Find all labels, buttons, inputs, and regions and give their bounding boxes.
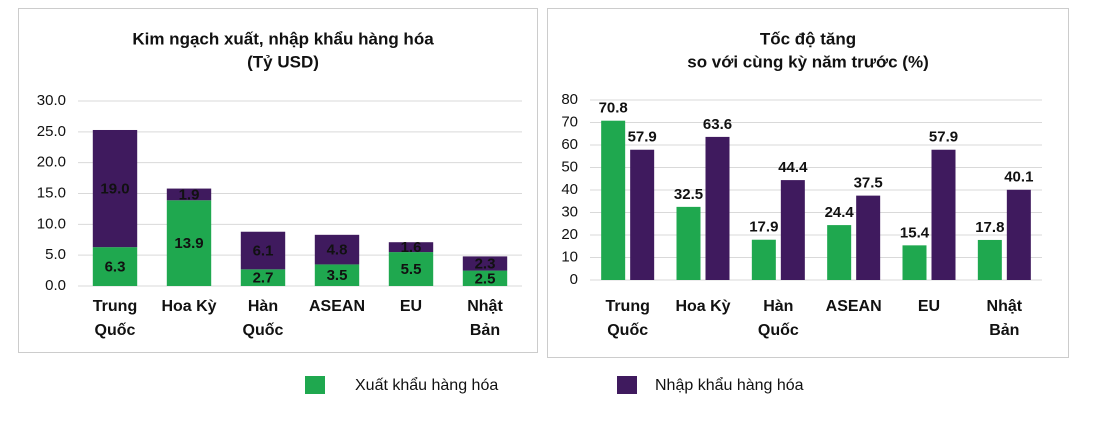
bar bbox=[630, 149, 655, 280]
bar-segment bbox=[388, 252, 434, 286]
data-label: 4.8 bbox=[327, 242, 348, 259]
y-tick-label: 80 bbox=[561, 91, 578, 108]
y-tick-label: 10.0 bbox=[37, 215, 66, 232]
chart-subtitle: (Tỷ USD) bbox=[247, 52, 319, 71]
x-tick-label: Hàn Quốc bbox=[243, 298, 284, 339]
bar-segment bbox=[314, 264, 360, 286]
legend-label: Nhập khẩu hàng hóa bbox=[655, 376, 804, 394]
bar bbox=[676, 206, 701, 280]
bar-segment bbox=[166, 200, 212, 286]
x-tick-label: ASEAN bbox=[309, 298, 365, 315]
bar-segment bbox=[314, 234, 360, 265]
bar bbox=[780, 180, 805, 280]
y-tick-label: 40 bbox=[561, 181, 578, 198]
chart-title: Kim ngạch xuất, nhập khẩu hàng hóa bbox=[132, 29, 434, 48]
data-label: 6.3 bbox=[105, 259, 126, 276]
data-label: 5.5 bbox=[401, 261, 422, 278]
x-tick-label: Nhật Bản bbox=[467, 298, 503, 339]
x-tick-label: Hoa Kỳ bbox=[675, 298, 730, 315]
data-label: 15.4 bbox=[900, 224, 930, 241]
data-label: 13.9 bbox=[174, 235, 203, 252]
y-tick-label: 20.0 bbox=[37, 154, 66, 171]
y-tick-label: 30 bbox=[561, 203, 578, 220]
data-label: 17.8 bbox=[975, 219, 1004, 236]
bar bbox=[856, 195, 881, 280]
data-label: 57.9 bbox=[628, 129, 657, 146]
data-label: 57.9 bbox=[929, 129, 958, 146]
y-tick-label: 30.0 bbox=[37, 92, 66, 109]
bar-segment bbox=[92, 129, 138, 248]
x-tick-label: Trung Quốc bbox=[93, 298, 137, 339]
bar bbox=[751, 239, 776, 280]
bar bbox=[1006, 189, 1031, 280]
y-tick-label: 0 bbox=[570, 271, 578, 288]
y-tick-label: 5.0 bbox=[45, 246, 66, 263]
y-tick-label: 15.0 bbox=[37, 184, 66, 201]
data-label: 37.5 bbox=[854, 175, 883, 192]
bar-segment bbox=[240, 269, 286, 286]
x-tick-label: ASEAN bbox=[826, 298, 882, 315]
chart-title: Tốc độ tăng bbox=[760, 29, 856, 48]
y-tick-label: 70 bbox=[561, 113, 578, 130]
y-tick-label: 10 bbox=[561, 248, 578, 265]
x-tick-label: Trung Quốc bbox=[605, 298, 649, 339]
data-label: 19.0 bbox=[100, 181, 129, 198]
x-tick-label: EU bbox=[400, 298, 422, 315]
bar-segment bbox=[92, 247, 138, 286]
data-label: 2.7 bbox=[253, 270, 274, 287]
bar bbox=[827, 225, 852, 280]
data-label: 2.3 bbox=[475, 255, 496, 272]
data-label: 6.1 bbox=[253, 243, 274, 260]
bar bbox=[977, 239, 1002, 280]
data-label: 40.1 bbox=[1004, 169, 1033, 186]
legend-swatch bbox=[617, 376, 637, 394]
bar-segment bbox=[462, 270, 508, 286]
chart-subtitle: so với cùng kỳ năm trước (%) bbox=[687, 52, 928, 71]
x-tick-label: EU bbox=[918, 298, 940, 315]
data-label: 2.5 bbox=[475, 270, 496, 287]
data-label: 3.5 bbox=[327, 267, 348, 284]
bar bbox=[601, 120, 626, 280]
y-tick-label: 0.0 bbox=[45, 277, 66, 294]
y-tick-label: 50 bbox=[561, 158, 578, 175]
legend-swatch bbox=[305, 376, 325, 394]
bar-segment bbox=[166, 188, 212, 201]
data-label: 44.4 bbox=[778, 159, 808, 176]
bar-segment bbox=[388, 242, 434, 253]
bar-segment bbox=[240, 231, 286, 270]
data-label: 1.9 bbox=[179, 186, 200, 203]
x-tick-label: Hoa Kỳ bbox=[161, 298, 216, 315]
legend-label: Xuất khẩu hàng hóa bbox=[355, 376, 498, 394]
y-tick-label: 60 bbox=[561, 136, 578, 153]
x-tick-label: Nhật Bản bbox=[987, 298, 1023, 339]
y-tick-label: 25.0 bbox=[37, 123, 66, 140]
bar bbox=[931, 149, 956, 280]
data-label: 70.8 bbox=[599, 100, 628, 117]
y-tick-label: 20 bbox=[561, 226, 578, 243]
data-label: 17.9 bbox=[749, 219, 778, 236]
data-label: 63.6 bbox=[703, 116, 732, 133]
bar bbox=[902, 245, 927, 280]
bar-segment bbox=[462, 256, 508, 271]
data-label: 24.4 bbox=[825, 204, 855, 221]
x-tick-label: Hàn Quốc bbox=[758, 298, 799, 339]
bar bbox=[705, 136, 730, 280]
data-label: 32.5 bbox=[674, 186, 703, 203]
data-label: 1.6 bbox=[401, 239, 422, 256]
